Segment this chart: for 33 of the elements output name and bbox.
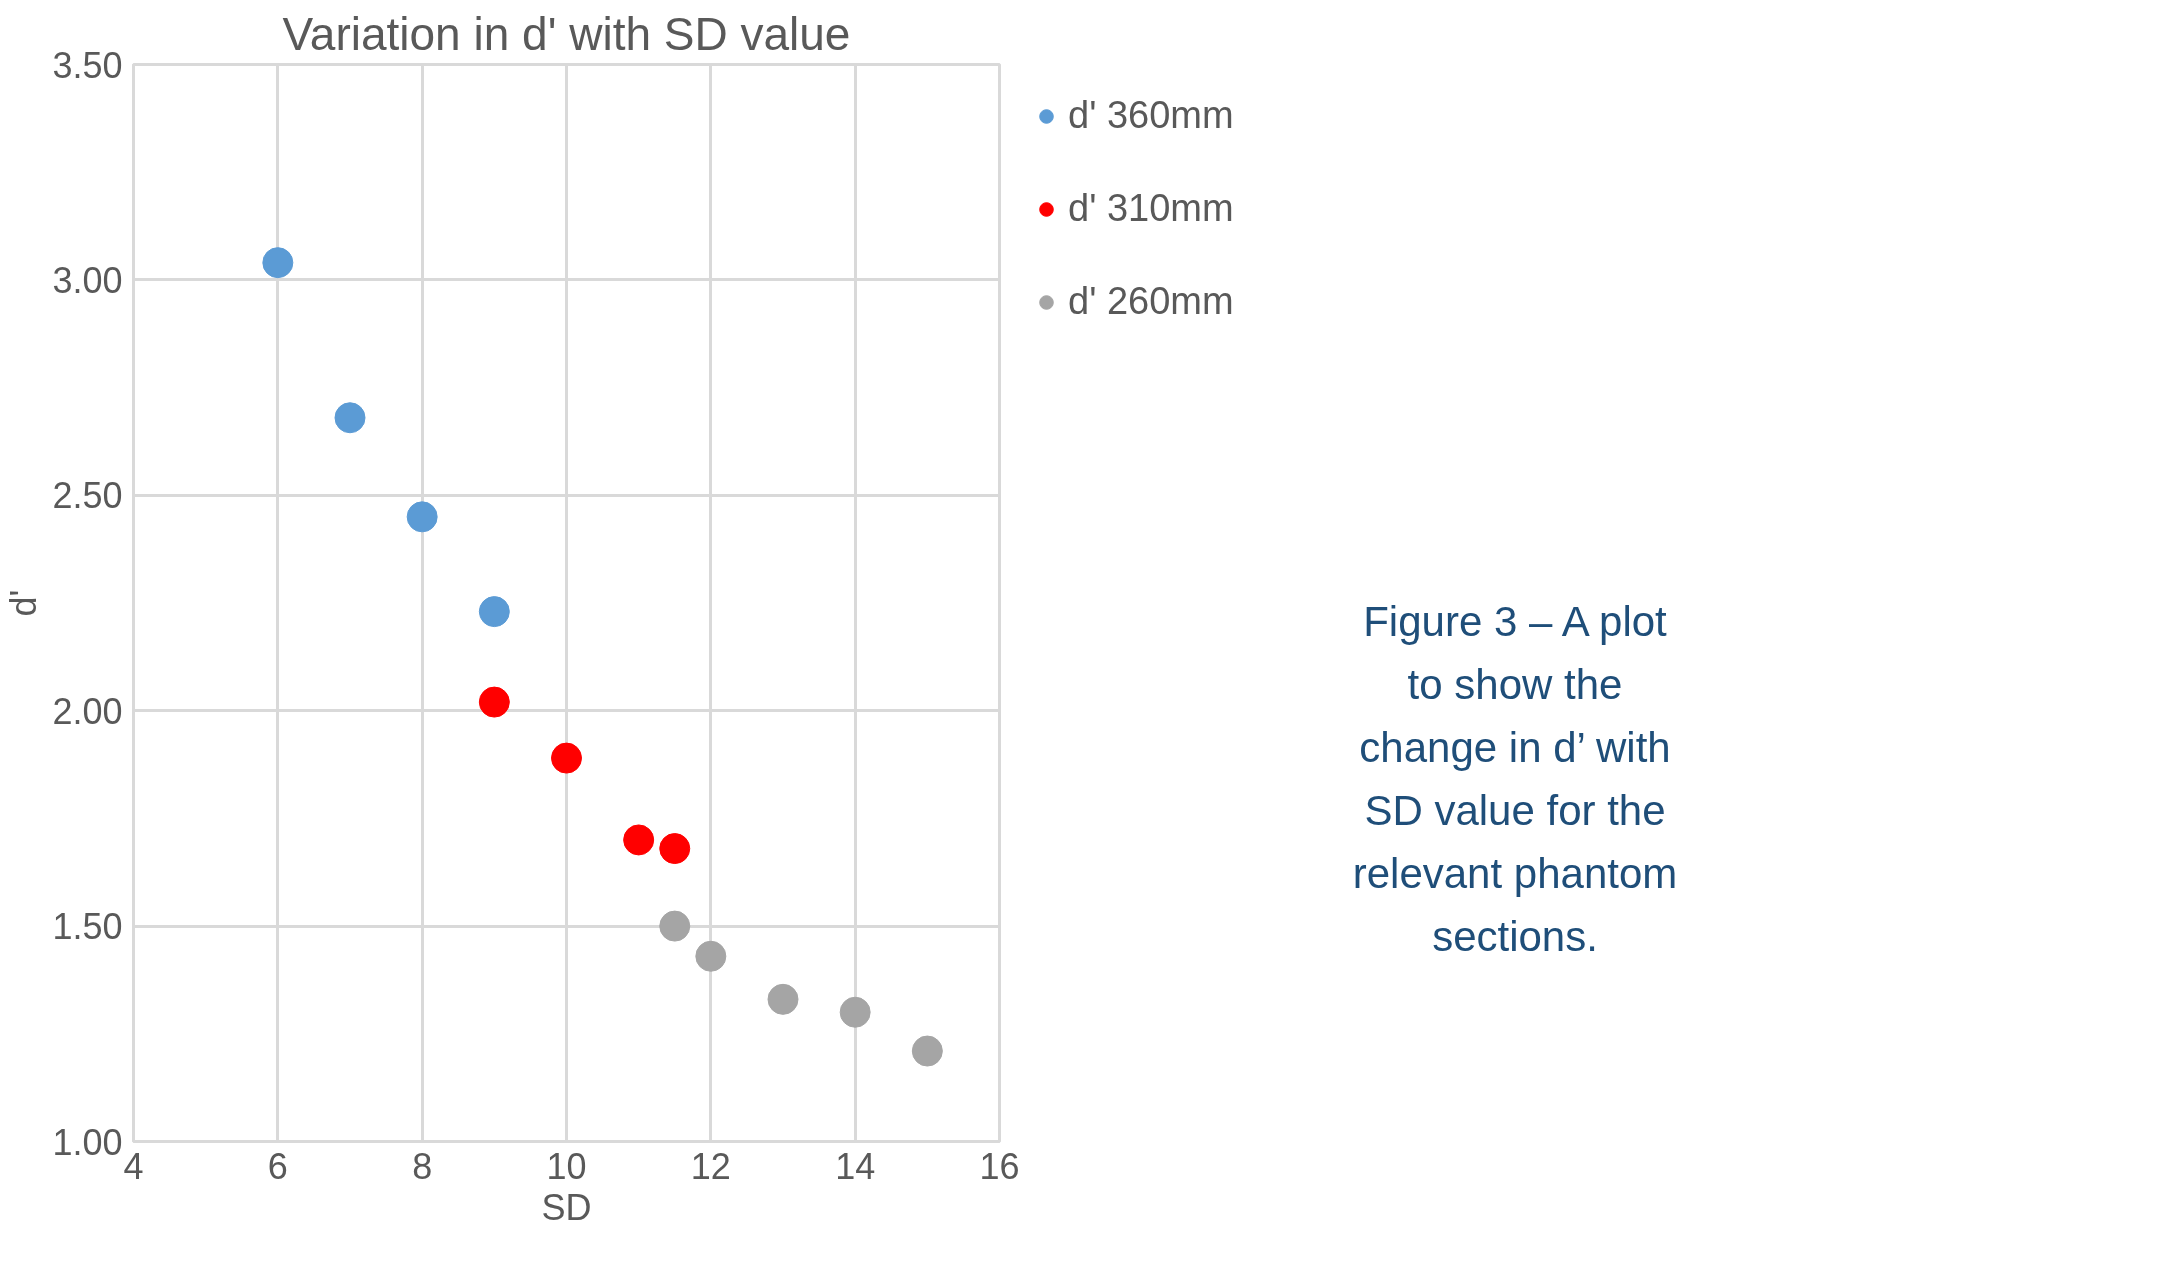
point	[478, 686, 510, 718]
point	[478, 596, 510, 628]
y-axis-title: d'	[3, 589, 45, 617]
x-tick-label: 8	[412, 1145, 433, 1187]
point	[695, 940, 727, 972]
y-tick-label: 3.50	[52, 44, 123, 86]
y-tick-label: 1.50	[52, 906, 123, 948]
chart-title: Variation in d' with SD value	[282, 7, 851, 60]
x-tick-label: 6	[267, 1145, 288, 1187]
point	[839, 996, 871, 1028]
point	[911, 1035, 943, 1067]
legend-label: d' 360mm	[1068, 94, 1234, 137]
x-tick-label: 4	[123, 1145, 144, 1187]
caption: Figure 3 – A plot to show the change in d’ with SD value for the relevant phantom sections.	[1351, 597, 1679, 962]
x-tick-label: 10	[546, 1145, 587, 1187]
point	[623, 824, 655, 856]
point	[551, 742, 582, 774]
point	[262, 247, 294, 279]
y-tick-label: 1.00	[52, 1121, 123, 1163]
y-tick-label: 2.00	[52, 690, 123, 732]
point	[659, 833, 691, 865]
point	[406, 501, 438, 533]
y-tick-label: 2.50	[52, 475, 123, 517]
y-tick-label: 3.00	[52, 259, 123, 301]
point	[767, 983, 799, 1015]
x-tick-label: 12	[690, 1145, 731, 1187]
x-tick-label: 16	[979, 1145, 1020, 1187]
point	[334, 402, 366, 434]
legend-label: d' 260mm	[1068, 280, 1234, 323]
x-tick-label: 14	[835, 1145, 876, 1187]
legend-label: d' 310mm	[1068, 187, 1234, 230]
x-axis-title: SD	[541, 1186, 592, 1228]
point	[659, 910, 691, 942]
